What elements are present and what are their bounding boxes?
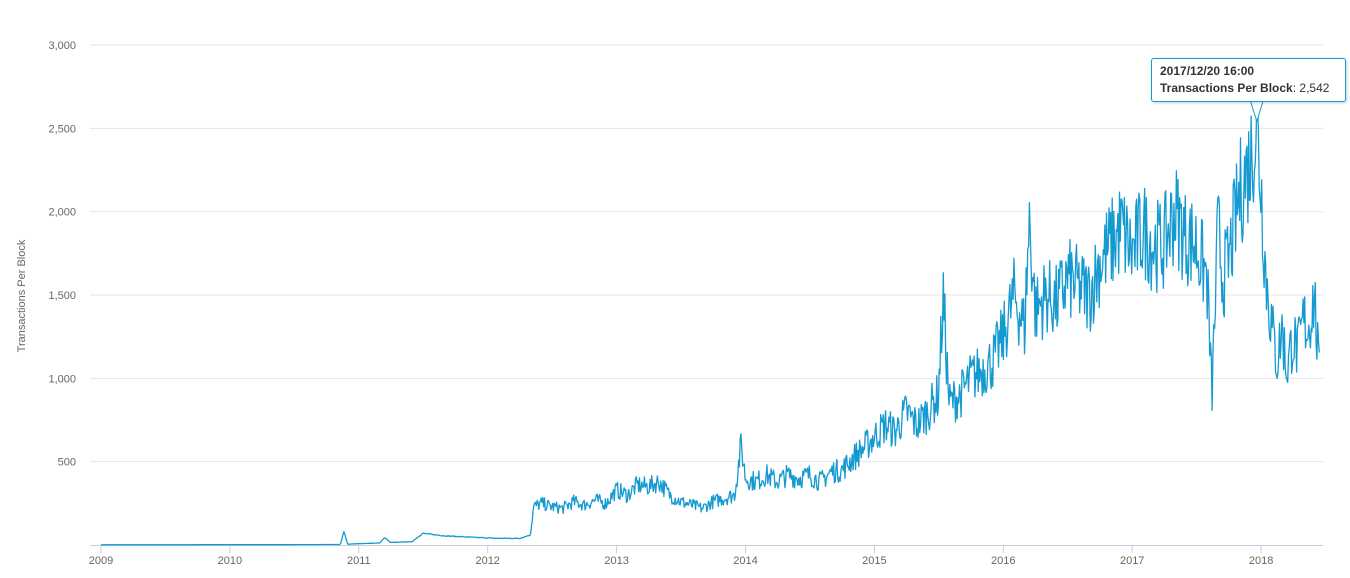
y-tick-label: 2,000 (48, 207, 76, 219)
x-tick-label: 2009 (89, 555, 113, 567)
tooltip-series-label: Transactions Per Block (1160, 81, 1293, 95)
series-line (101, 96, 1320, 546)
series-transactions-per-block[interactable] (101, 96, 1320, 546)
y-axis-ticks: 500 1,000 1,500 2,000 2,500 3,000 (48, 40, 76, 469)
x-tick-label: 2013 (604, 555, 628, 567)
y-axis-title: Transactions Per Block (16, 239, 28, 352)
y-tick-label: 1,500 (48, 290, 76, 302)
y-tick-label: 500 (58, 457, 76, 469)
x-tick-label: 2012 (475, 555, 499, 567)
tooltip-pointer (1250, 101, 1264, 123)
x-tick-label: 2010 (218, 555, 242, 567)
y-tick-label: 1,000 (48, 373, 76, 385)
tooltip-row: Transactions Per Block: 2,542 (1160, 81, 1337, 96)
x-tick-label: 2017 (1120, 555, 1144, 567)
tooltip-date: 2017/12/20 16:00 (1160, 64, 1255, 78)
x-tick-label: 2018 (1249, 555, 1273, 567)
y-tick-label: 2,500 (48, 123, 76, 135)
grid-lines (90, 44, 1323, 463)
x-tick-label: 2016 (991, 555, 1015, 567)
data-tooltip: 2017/12/20 16:00 Transactions Per Block:… (1151, 58, 1346, 102)
tooltip-separator: : (1292, 81, 1300, 95)
x-tick-label: 2014 (733, 555, 757, 567)
x-axis: 2009 2010 2011 2012 2013 2014 2015 2016 2017 2018 (89, 545, 1323, 567)
x-tick-label: 2015 (862, 555, 886, 567)
tooltip-value: 2,542 (1299, 81, 1330, 95)
y-tick-label: 3,000 (48, 40, 76, 52)
x-tick-label: 2011 (347, 555, 371, 567)
